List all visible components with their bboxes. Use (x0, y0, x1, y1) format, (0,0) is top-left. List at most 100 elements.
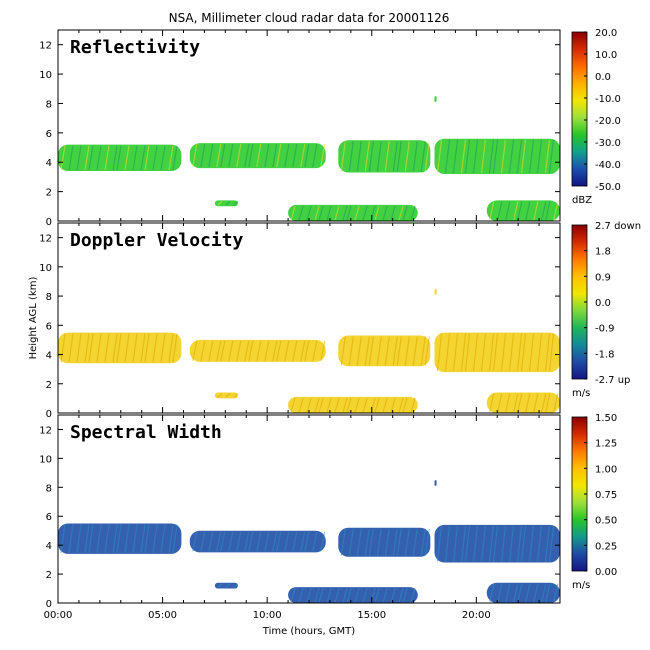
cloud-texture (536, 139, 543, 174)
cloud-texture (192, 340, 198, 361)
cloud-texture (172, 333, 178, 363)
cloud-texture (244, 340, 250, 361)
cloud-texture (541, 201, 547, 221)
cloud-texture (84, 524, 90, 553)
cloud-texture (525, 393, 531, 413)
cloud-texture (541, 393, 547, 413)
panel-2: Doppler Velocity 0 2 4 6 8 10 12 2.7 down 1.8 0.9 0… (39, 221, 641, 420)
cloud-texture (276, 144, 282, 168)
cloud-texture (112, 145, 118, 171)
panel-title: Doppler Velocity (70, 230, 244, 251)
cloud-layer (58, 523, 182, 554)
cloud-texture (348, 528, 354, 556)
cloud-texture (390, 587, 396, 603)
cloud-texture (233, 393, 239, 398)
cloud-texture (200, 144, 206, 168)
cloud-texture (208, 531, 214, 552)
cloud-texture (489, 583, 495, 603)
cloud-texture (320, 340, 326, 361)
cloud-texture (233, 583, 239, 588)
cloud-layers (58, 288, 560, 413)
cloud-texture (68, 524, 74, 553)
cloud-texture (340, 141, 346, 172)
cloud-layer (434, 288, 437, 295)
cloud-texture (256, 340, 262, 361)
cloud-texture (276, 531, 282, 552)
cloud-texture (272, 531, 278, 552)
cloud-texture (472, 139, 479, 174)
cloud-texture (412, 528, 418, 556)
colorbar-tick-label: 1.50 (595, 413, 617, 424)
cloud-texture (152, 524, 158, 553)
colorbar-tick-label: 0.75 (595, 490, 617, 501)
cloud-texture (290, 397, 296, 413)
cloud-texture (536, 525, 543, 562)
cloud-texture (96, 333, 102, 363)
cloud-texture (233, 200, 239, 206)
cloud-texture (264, 144, 270, 168)
cloud-texture (132, 524, 138, 553)
x-tick-label: 20:00 (462, 610, 491, 621)
y-tick-label: 0 (46, 409, 52, 420)
cloud-texture (208, 340, 214, 361)
cloud-texture (513, 583, 519, 603)
cloud-texture (424, 336, 430, 366)
cloud-texture (492, 525, 499, 562)
cloud-texture (376, 141, 382, 172)
cloud-texture (248, 144, 254, 168)
cloud-texture (225, 200, 231, 206)
cloud-texture (410, 205, 416, 221)
y-tick-label: 10 (39, 454, 52, 465)
cloud-texture (68, 145, 74, 171)
cloud-texture (76, 145, 82, 171)
cloud-texture (516, 139, 523, 174)
cloud-texture (248, 340, 254, 361)
cloud-texture (144, 145, 150, 171)
cloud-texture (348, 141, 354, 172)
y-tick-label: 6 (46, 129, 52, 140)
cloud-texture (326, 205, 332, 221)
y-tick-label: 10 (39, 263, 52, 274)
cloud-texture (472, 525, 479, 562)
cloud-texture (436, 525, 443, 562)
cloud-texture (402, 587, 408, 603)
cloud-texture (140, 145, 146, 171)
cloud-texture (318, 587, 324, 603)
colorbar-tick-label: 1.25 (595, 439, 617, 450)
cloud-texture (68, 333, 74, 363)
cloud-texture (545, 583, 551, 603)
cloud-texture (124, 145, 130, 171)
cloud-texture (225, 583, 231, 588)
cloud-texture (410, 397, 416, 413)
cloud-texture (342, 205, 348, 221)
cloud-texture (236, 340, 242, 361)
cloud-texture (488, 139, 495, 174)
cloud-texture (505, 393, 511, 413)
cloud-texture (342, 587, 348, 603)
cloud-texture (152, 145, 158, 171)
cloud-texture (292, 340, 298, 361)
cloud-texture (553, 393, 559, 413)
cloud-texture (272, 340, 278, 361)
cloud-texture (390, 205, 396, 221)
panel-title: Reflectivity (70, 37, 200, 58)
cloud-texture (497, 583, 503, 603)
cloud-texture (356, 141, 362, 172)
cloud-layer (338, 335, 431, 367)
cloud-texture (390, 397, 396, 413)
cloud-texture (412, 336, 418, 366)
cloud-texture (96, 145, 102, 171)
cloud-texture (492, 139, 499, 174)
cloud-texture (312, 340, 318, 361)
cloud-texture (364, 141, 370, 172)
cloud-layers (58, 96, 560, 221)
cloud-texture (168, 333, 174, 363)
cloud-texture (525, 201, 531, 221)
colorbar-tick-label: -1.8 (595, 349, 615, 360)
cloud-texture (541, 583, 547, 603)
cloud-texture (472, 333, 479, 372)
cloud-texture (392, 336, 398, 366)
cloud-texture (290, 587, 296, 603)
cloud-texture (436, 333, 443, 372)
cloud-texture (362, 587, 368, 603)
